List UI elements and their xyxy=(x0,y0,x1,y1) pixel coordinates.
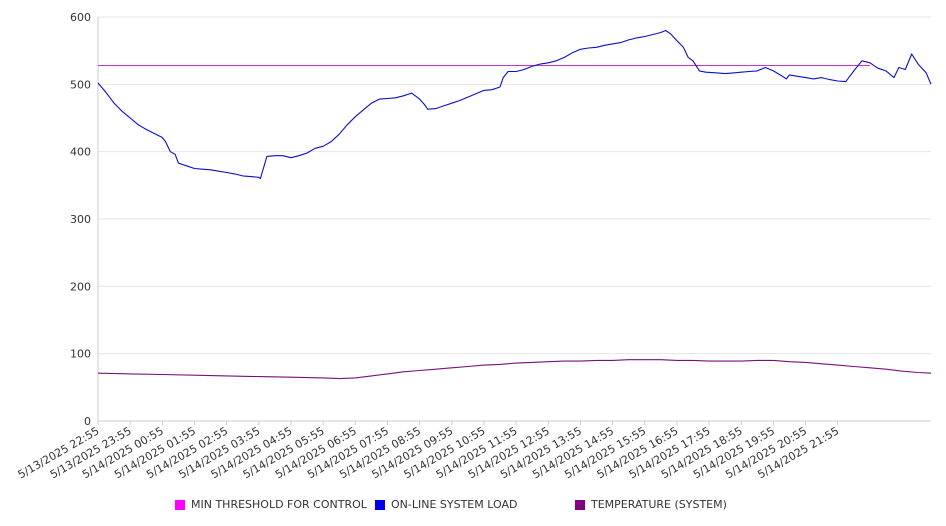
legend-label-min-threshold: MIN THRESHOLD FOR CONTROL xyxy=(191,498,367,511)
y-tick-label: 300 xyxy=(70,213,91,226)
y-tick-label: 400 xyxy=(70,146,91,159)
y-tick-label: 200 xyxy=(70,280,91,293)
legend-label-system-load: ON-LINE SYSTEM LOAD xyxy=(391,498,518,511)
y-tick-label: 500 xyxy=(70,78,91,91)
gridlines xyxy=(98,16,931,355)
legend-label-temperature: TEMPERATURE (SYSTEM) xyxy=(591,498,727,511)
legend-item-system-load[interactable]: ON-LINE SYSTEM LOAD xyxy=(375,498,517,511)
legend-swatch-temperature xyxy=(575,499,585,510)
y-tick-labels: 0 100 200 300 400 500 600 xyxy=(70,11,91,428)
legend-swatch-min-threshold xyxy=(175,499,185,510)
series-lines xyxy=(97,29,932,380)
y-tick-label: 100 xyxy=(70,348,91,361)
legend-item-temperature[interactable]: TEMPERATURE (SYSTEM) xyxy=(575,498,727,511)
y-tick-label: 0 xyxy=(84,415,91,428)
legend-item-min-threshold[interactable]: MIN THRESHOLD FOR CONTROL xyxy=(175,498,367,511)
legend-swatch-system-load xyxy=(375,499,385,510)
y-tick-label: 600 xyxy=(70,11,91,24)
temperature-line xyxy=(97,359,932,380)
axes xyxy=(97,17,931,425)
legend: MIN THRESHOLD FOR CONTROL ON-LINE SYSTEM… xyxy=(0,498,946,514)
x-tick-labels: 5/13/2025 22:555/13/2025 23:555/14/2025 … xyxy=(16,424,842,481)
system-load-line xyxy=(97,29,932,180)
